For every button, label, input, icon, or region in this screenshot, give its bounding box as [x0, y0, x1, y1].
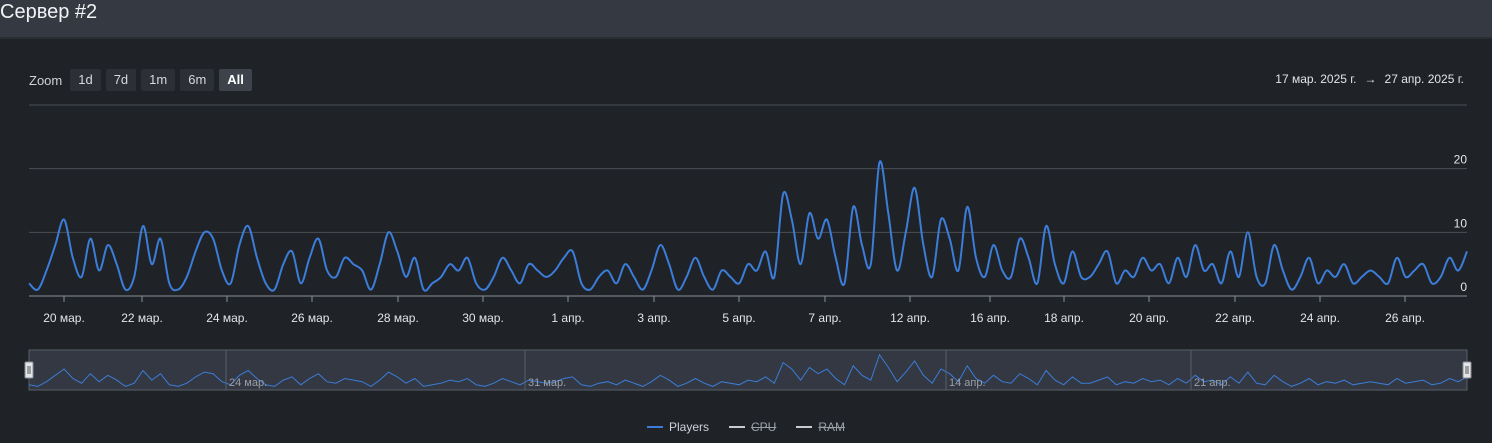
navigator-right-handle[interactable]: [1462, 361, 1472, 379]
zoom-all-button[interactable]: All: [219, 69, 252, 91]
zoom-6m-button[interactable]: 6m: [180, 69, 215, 91]
date-range: 17 мар. 2025 г. → 27 апр. 2025 г.: [1275, 72, 1464, 86]
navigator-window: [28, 349, 1468, 391]
x-tick-label: 3 апр.: [637, 311, 670, 325]
x-tick-label: 7 апр.: [808, 311, 841, 325]
zoom-7d-button[interactable]: 7d: [105, 69, 137, 91]
x-tick-label: 20 апр.: [1129, 311, 1169, 325]
x-tick-label: 24 апр.: [1300, 311, 1340, 325]
x-tick-label: 18 апр.: [1044, 311, 1084, 325]
zoom-1m-button[interactable]: 1m: [141, 69, 176, 91]
x-tick-label: 16 апр.: [970, 311, 1010, 325]
y-tick-label: 20: [1454, 153, 1468, 167]
range-arrow: →: [1364, 72, 1377, 86]
legend-item-players[interactable]: Players: [646, 420, 709, 434]
navigator-label: 21 апр.: [1194, 377, 1231, 389]
range-to[interactable]: 27 апр. 2025 г.: [1384, 72, 1464, 86]
x-tick-label: 24 мар.: [206, 311, 248, 325]
navigator-label: 14 апр.: [949, 377, 986, 389]
navigator-label: 31 мар.: [528, 377, 566, 389]
legend-label-cpu: CPU: [751, 420, 777, 434]
navigator-series-line: [28, 353, 1468, 387]
window-header: Сервер #2: [0, 0, 1492, 39]
x-tick-label: 22 апр.: [1215, 311, 1255, 325]
x-tick-label: 5 апр.: [722, 311, 755, 325]
page-title: Сервер #2: [0, 1, 98, 23]
x-tick-label: 22 мар.: [121, 311, 163, 325]
navigator-left-handle[interactable]: [24, 361, 34, 379]
x-tick-label: 20 мар.: [43, 311, 85, 325]
zoom-1d-button[interactable]: 1d: [70, 69, 101, 91]
legend: Players CPU RAM: [0, 420, 1492, 434]
players-series-line: [28, 160, 1468, 292]
ram-line-icon: [796, 426, 813, 428]
x-tick-label: 28 мар.: [377, 311, 419, 325]
x-tick-label: 12 апр.: [890, 311, 930, 325]
legend-item-cpu[interactable]: CPU: [729, 420, 776, 434]
players-line-icon: [646, 426, 663, 428]
zoom-label: Zoom: [29, 72, 63, 88]
legend-label-ram: RAM: [818, 420, 846, 434]
navigator-label: 24 мар.: [229, 377, 267, 389]
cpu-line-icon: [729, 426, 745, 428]
legend-item-ram[interactable]: RAM: [796, 420, 845, 434]
x-tick-label: 1 апр.: [551, 311, 584, 325]
x-tick-label: 26 апр.: [1385, 311, 1425, 325]
zoom-controls: Zoom 1d 7d 1m 6m All: [29, 69, 252, 91]
legend-label-players: Players: [668, 420, 709, 434]
x-tick-label: 26 мар.: [291, 311, 333, 325]
y-tick-label: 10: [1454, 216, 1468, 230]
y-tick-label: 0: [1460, 280, 1467, 294]
x-tick-label: 30 мар.: [462, 311, 504, 325]
range-from[interactable]: 17 мар. 2025 г.: [1275, 72, 1357, 86]
